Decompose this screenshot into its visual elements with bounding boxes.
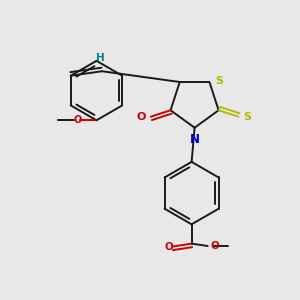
Text: O: O — [136, 112, 146, 122]
Text: S: S — [215, 76, 223, 85]
Text: S: S — [243, 112, 251, 122]
Text: O: O — [164, 242, 173, 252]
Text: O: O — [210, 241, 219, 251]
Text: N: N — [190, 133, 200, 146]
Text: H: H — [96, 53, 105, 63]
Text: O: O — [73, 115, 81, 125]
